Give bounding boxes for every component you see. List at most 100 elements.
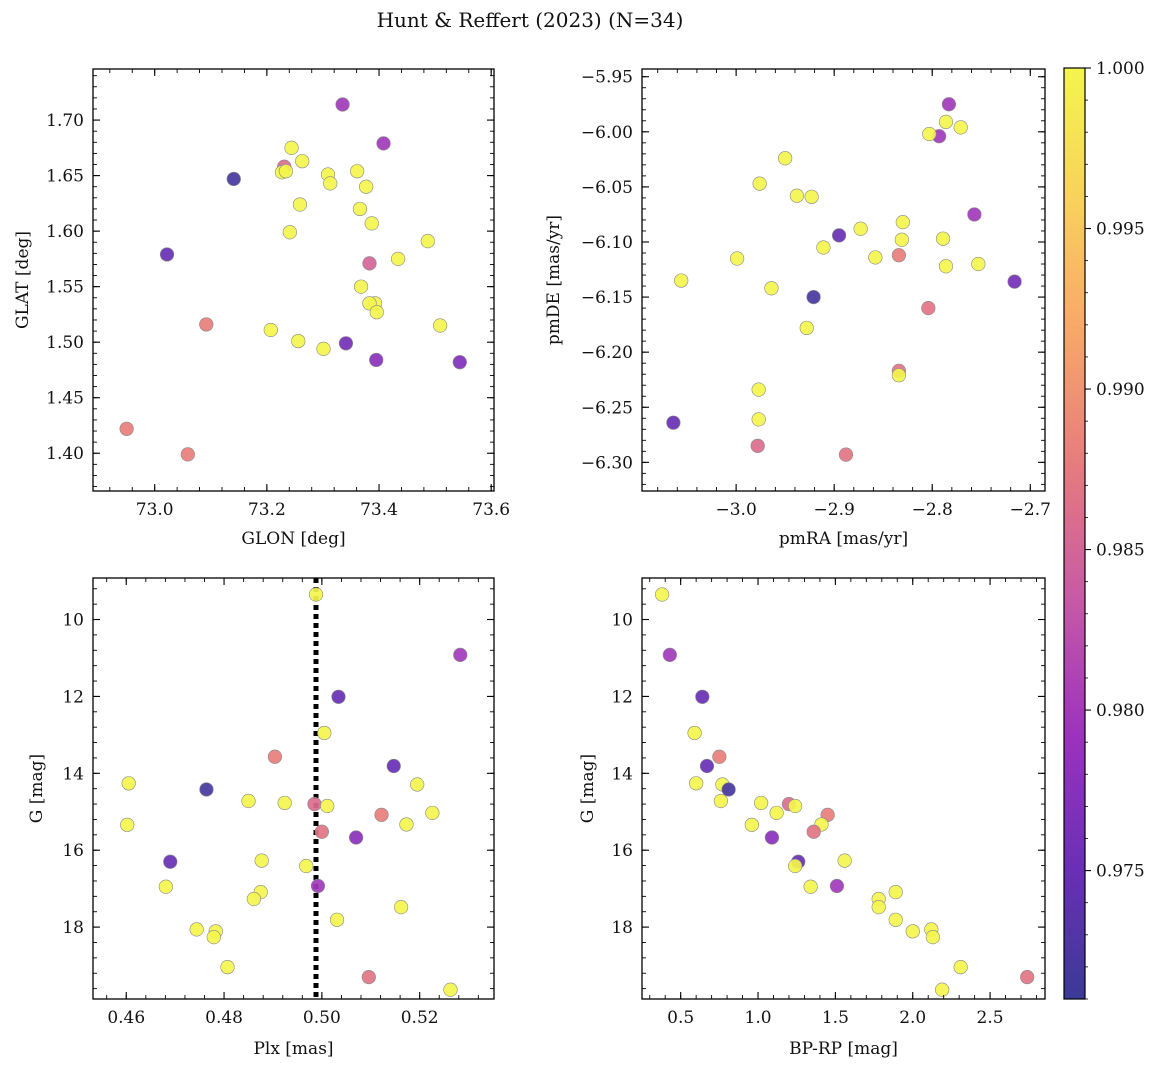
data-point [712, 749, 727, 764]
colorbar-tick-label: 0.985 [1096, 541, 1145, 561]
data-point [1020, 969, 1035, 985]
data-point [687, 725, 702, 741]
y-tick-label: 1.65 [46, 167, 84, 187]
y-tick-label: −6.05 [581, 178, 633, 198]
data-point [338, 336, 354, 351]
data-point [754, 795, 769, 811]
axes-frame [92, 68, 495, 492]
y-tick-label: 18 [611, 918, 633, 938]
data-point [453, 647, 468, 662]
data-point [410, 777, 425, 792]
data-point [891, 248, 907, 263]
y-tick-label: 10 [611, 611, 633, 631]
data-point [364, 216, 379, 231]
x-tick-label: 73.0 [136, 500, 174, 520]
y-axis-label: G [mag] [578, 754, 598, 823]
data-point [689, 776, 704, 791]
data-point [320, 798, 335, 814]
data-point [891, 368, 907, 383]
colorbar-tick-label: 1.000 [1096, 59, 1145, 79]
x-tick-label: 73.6 [472, 500, 510, 520]
data-point [163, 854, 178, 869]
x-axis-label: pmRA [mas/yr] [779, 529, 908, 549]
x-axis-label: GLON [deg] [241, 529, 345, 549]
data-point [254, 853, 269, 868]
data-point [666, 415, 681, 430]
y-tick-label: 1.40 [46, 444, 84, 464]
data-point [895, 215, 910, 230]
y-tick-label: 10 [62, 611, 84, 631]
data-point [699, 758, 715, 774]
y-tick-label: 12 [62, 687, 84, 707]
data-point [291, 333, 306, 349]
data-point [295, 154, 310, 169]
data-point [662, 647, 677, 662]
data-point [764, 830, 780, 845]
data-point [284, 140, 299, 155]
data-point [316, 341, 331, 356]
data-point [119, 421, 134, 436]
figure-title: Hunt & Reffert (2023) (N=34) [377, 8, 684, 32]
data-point [953, 959, 968, 975]
data-point [750, 438, 765, 453]
data-point [246, 891, 261, 907]
data-point [888, 885, 903, 900]
y-tick-label: 14 [62, 764, 84, 784]
data-point [831, 228, 847, 243]
x-tick-label: 0.46 [107, 1008, 145, 1028]
colorbar-ticks: 0.975 0.980 0.985 0.990 0.995 1.000 [1085, 59, 1145, 1000]
data-point [888, 912, 903, 927]
data-point [267, 749, 283, 764]
data-point [425, 805, 440, 821]
data-point [299, 858, 314, 874]
y-tick-label: 16 [611, 841, 633, 861]
data-point [868, 250, 883, 265]
data-point [220, 959, 235, 975]
data-point [241, 793, 256, 809]
data-point [443, 982, 458, 997]
panel-parallax-magnitude: 0.46 0.48 0.50 0.52 10 12 14 16 18 Plx [mas] G [ma… [27, 577, 495, 1059]
y-tick-label: −6.25 [581, 398, 633, 418]
data-point [769, 805, 784, 821]
data-point [1007, 274, 1022, 289]
data-point [329, 912, 345, 927]
data-point [921, 300, 936, 316]
data-point [263, 322, 278, 338]
data-point [323, 176, 338, 191]
x-tick-label: 1.0 [745, 1008, 772, 1028]
colorbar-tick-label: 0.980 [1096, 701, 1145, 721]
data-point [308, 587, 324, 602]
data-point [314, 824, 329, 839]
x-tick-label: 1.5 [822, 1008, 849, 1028]
data-point [829, 878, 845, 894]
y-axis-label: pmDE [mas/yr] [544, 215, 564, 345]
x-axis-label: Plx [mas] [253, 1039, 333, 1059]
data-point [199, 317, 214, 332]
plot-area [642, 69, 1045, 491]
x-tick-label: 0.5 [667, 1008, 694, 1028]
data-point [180, 447, 195, 462]
data-point [935, 231, 951, 246]
y-tick-label: 1.70 [46, 111, 84, 131]
data-point [751, 382, 766, 397]
data-point [837, 853, 852, 868]
data-point [751, 412, 766, 427]
data-point [353, 279, 369, 294]
data-point [307, 796, 322, 812]
data-point [713, 793, 728, 809]
data-point [752, 176, 767, 191]
data-point [226, 171, 241, 187]
x-tick-label: −2.9 [814, 500, 855, 520]
panel-position: 73.0 73.2 73.4 73.6 1.40 1.45 1.50 1.55 1.60 1.65… [13, 68, 510, 549]
colorbar-tick-label: 0.975 [1096, 862, 1145, 882]
data-point [206, 929, 221, 945]
data-point [922, 126, 937, 142]
data-point [292, 197, 308, 212]
data-point [695, 689, 710, 704]
y-tick-label: 1.50 [46, 333, 84, 353]
data-point [350, 164, 365, 179]
x-tick-label: 0.50 [303, 1008, 341, 1028]
data-point [744, 817, 759, 832]
y-tick-label: −6.15 [581, 288, 633, 308]
data-point [352, 201, 368, 217]
